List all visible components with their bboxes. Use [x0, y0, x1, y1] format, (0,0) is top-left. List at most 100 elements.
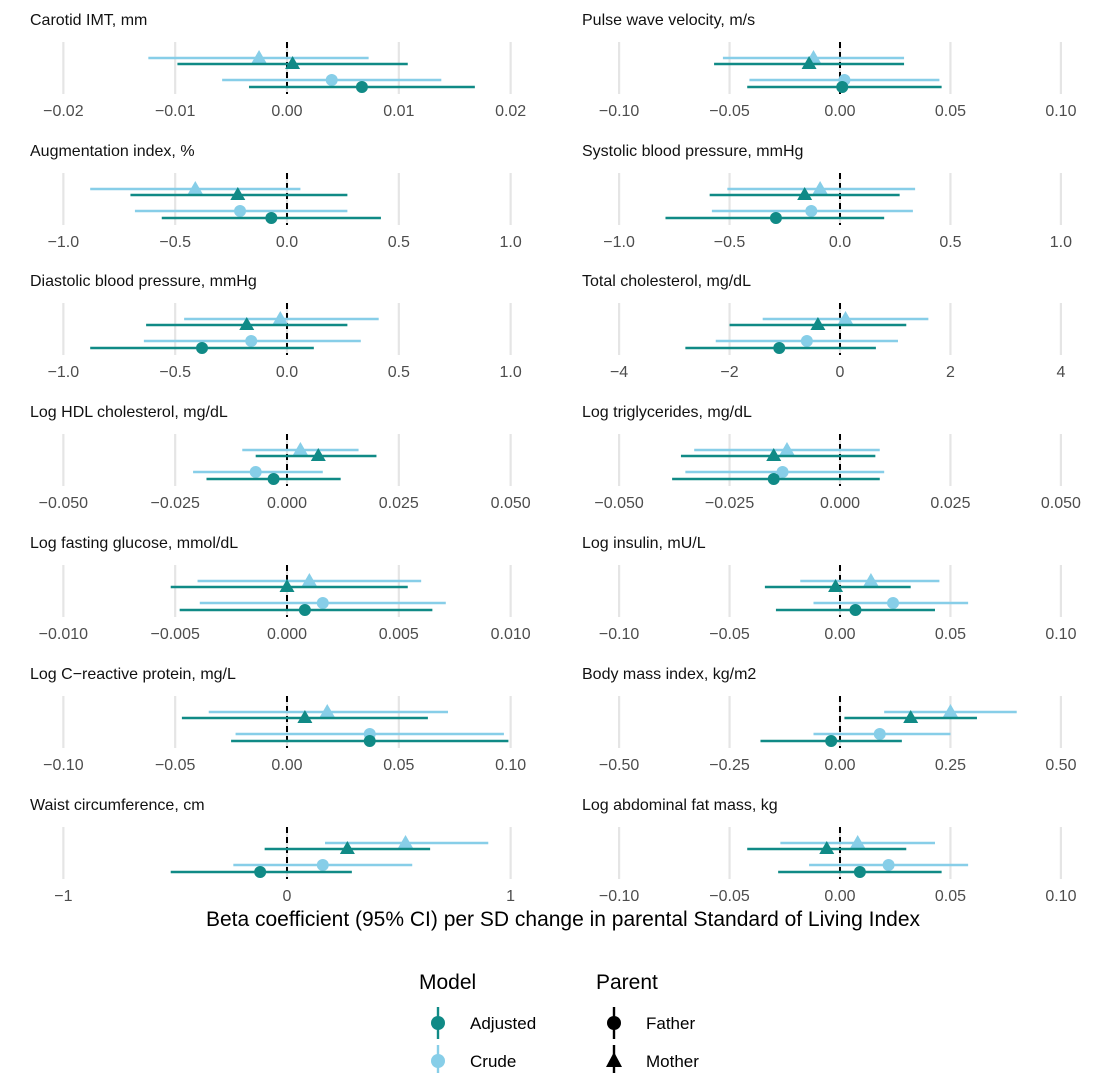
- legend-key-adjusted: [431, 1007, 445, 1039]
- tick-label: 0.00: [271, 103, 302, 120]
- point-father-crude: [776, 466, 789, 478]
- panel-title: Log triglycerides, mg/dL: [582, 404, 752, 421]
- tick-label: 0.05: [935, 626, 966, 643]
- tick-label: 0.05: [935, 888, 966, 905]
- point-father-crude: [882, 859, 895, 871]
- tick-label: 0.025: [930, 495, 970, 512]
- tick-label: 0.10: [1045, 888, 1076, 905]
- point-father-crude: [887, 597, 900, 609]
- point-father-adjusted: [773, 342, 786, 354]
- tick-label: 0.10: [1045, 103, 1076, 120]
- point-mother-crude: [812, 181, 828, 194]
- point-mother-crude: [863, 573, 879, 586]
- tick-label: 0.000: [267, 626, 307, 643]
- point-father-adjusted: [825, 735, 838, 747]
- tick-label: 0.000: [820, 495, 860, 512]
- point-father-adjusted: [767, 473, 780, 485]
- panel-title: Total cholesterol, mg/dL: [582, 273, 751, 290]
- legend-key-mother: [606, 1045, 622, 1077]
- panel-log-hdl-cholesterol-mg-dl: Log HDL cholesterol, mg/dL −0.050 −0.025 0.…: [30, 404, 531, 512]
- point-mother-crude: [398, 835, 414, 848]
- point-father-adjusted: [853, 866, 866, 878]
- tick-label: 0.050: [491, 495, 531, 512]
- point-mother-adjusted: [310, 448, 326, 461]
- tick-label: −0.50: [599, 757, 640, 774]
- tick-label: 0.005: [379, 626, 419, 643]
- tick-label: 0.25: [935, 757, 966, 774]
- tick-label: −0.050: [594, 495, 643, 512]
- tick-label: −4: [610, 364, 628, 381]
- tick-label: 0: [836, 364, 845, 381]
- tick-label: −1.0: [603, 234, 635, 251]
- tick-label: 0.5: [939, 234, 961, 251]
- tick-label: 0.000: [267, 495, 307, 512]
- point-mother-adjusted: [239, 317, 255, 330]
- panel-title: Pulse wave velocity, m/s: [582, 12, 755, 29]
- tick-label: 0.05: [383, 757, 414, 774]
- tick-label: −0.10: [599, 888, 640, 905]
- tick-label: −0.5: [714, 234, 746, 251]
- tick-label: −0.025: [705, 495, 754, 512]
- tick-label: −0.10: [599, 103, 640, 120]
- panel-title: Log insulin, mU/L: [582, 535, 706, 552]
- panel-log-abdominal-fat-mass-kg: Log abdominal fat mass, kg −0.10 −0.05 0.00…: [582, 797, 1077, 905]
- point-father-adjusted: [355, 81, 368, 93]
- tick-label: 0.00: [824, 103, 855, 120]
- point-father-crude: [805, 205, 818, 217]
- tick-label: −0.25: [709, 757, 750, 774]
- point-father-crude: [234, 205, 247, 217]
- panel-log-triglycerides-mg-dl: Log triglycerides, mg/dL −0.050 −0.025 0.00…: [582, 404, 1081, 512]
- legend: Model Parent Adjusted Crude Father Mother: [419, 971, 699, 1077]
- point-father-adjusted: [254, 866, 267, 878]
- point-father-crude: [316, 597, 329, 609]
- tick-label: 1.0: [1050, 234, 1072, 251]
- tick-label: −0.10: [599, 626, 640, 643]
- point-father-crude: [800, 335, 813, 347]
- legend-key-crude: [431, 1045, 445, 1077]
- point-father-adjusted: [267, 473, 280, 485]
- point-father-adjusted: [849, 604, 862, 616]
- tick-label: 1: [506, 888, 515, 905]
- point-mother-adjusted: [801, 56, 817, 69]
- tick-label: 0.00: [271, 757, 302, 774]
- panel-title: Diastolic blood pressure, mmHg: [30, 273, 257, 290]
- point-father-adjusted: [836, 81, 849, 93]
- tick-label: −0.05: [709, 103, 750, 120]
- panel-log-c-reactive-protein-mg-l: Log C−reactive protein, mg/L −0.10 −0.05 0.…: [30, 666, 526, 774]
- point-mother-adjusted: [819, 841, 835, 854]
- tick-label: 0.00: [824, 888, 855, 905]
- tick-label: −0.05: [709, 888, 750, 905]
- tick-label: −1.0: [48, 234, 80, 251]
- tick-label: 0.00: [824, 757, 855, 774]
- tick-label: 0.02: [495, 103, 526, 120]
- tick-label: 2: [946, 364, 955, 381]
- tick-label: 1.0: [500, 234, 522, 251]
- point-mother-crude: [319, 704, 335, 717]
- point-father-crude: [245, 335, 258, 347]
- panel-title: Log HDL cholesterol, mg/dL: [30, 404, 228, 421]
- legend-key-father: [607, 1007, 621, 1039]
- panel-title: Waist circumference, cm: [30, 797, 205, 814]
- point-father-adjusted: [265, 212, 278, 224]
- tick-label: −1.0: [48, 364, 80, 381]
- tick-label: 0.5: [388, 234, 410, 251]
- tick-label: 0.5: [388, 364, 410, 381]
- panel-title: Log fasting glucose, mmol/dL: [30, 535, 238, 552]
- tick-label: 0.0: [829, 234, 851, 251]
- tick-label: 0.05: [935, 103, 966, 120]
- point-father-adjusted: [298, 604, 311, 616]
- tick-label: −0.02: [43, 103, 84, 120]
- panel-pulse-wave-velocity-m-s: Pulse wave velocity, m/s −0.10 −0.05 0.00 0.…: [582, 12, 1077, 120]
- tick-label: 0.10: [1045, 626, 1076, 643]
- panel-title: Log abdominal fat mass, kg: [582, 797, 778, 814]
- tick-label: −2: [720, 364, 738, 381]
- legend-label-mother: Mother: [646, 1052, 699, 1071]
- point-mother-adjusted: [230, 187, 246, 200]
- tick-label: −0.010: [39, 626, 88, 643]
- panel-log-fasting-glucose-mmol-dl: Log fasting glucose, mmol/dL −0.010 −0.005…: [30, 535, 531, 643]
- point-mother-crude: [292, 442, 308, 455]
- point-mother-crude: [272, 311, 288, 324]
- point-mother-adjusted: [279, 579, 295, 592]
